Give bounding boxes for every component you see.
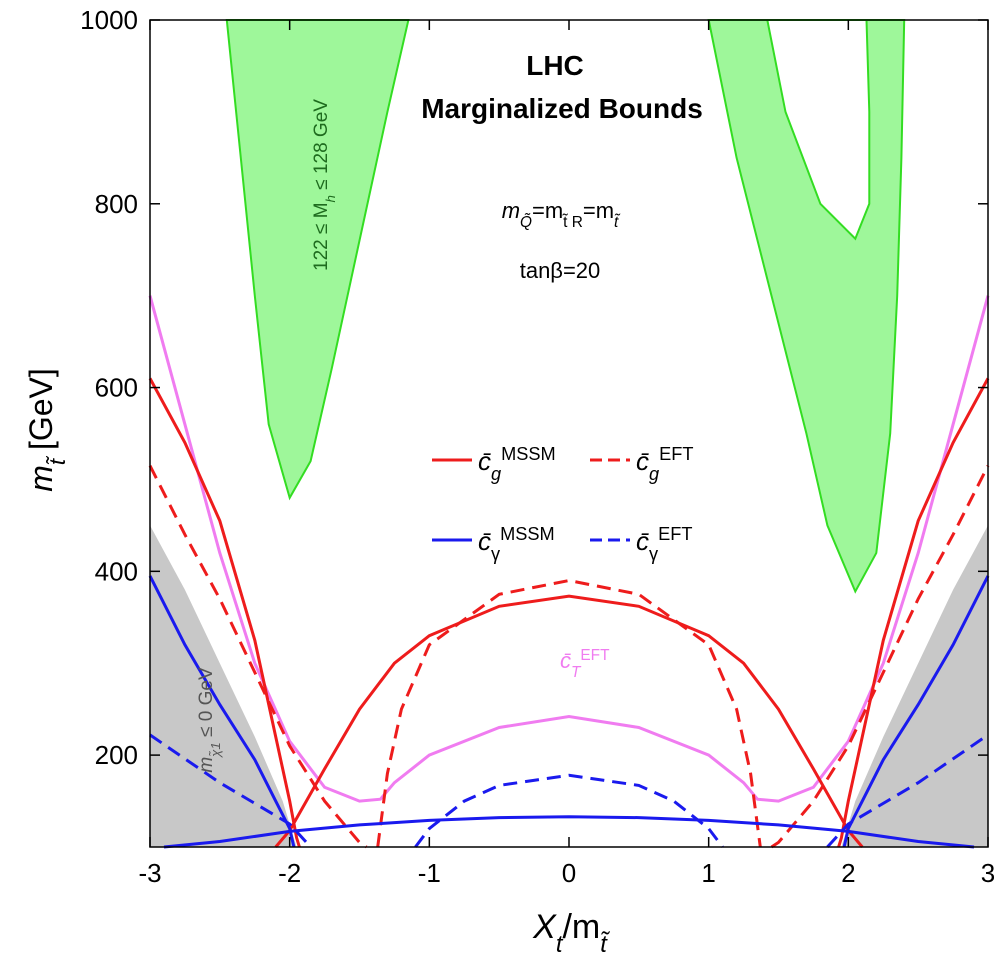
x-tick-label: 0 (562, 858, 576, 888)
y-tick-label: 400 (95, 556, 138, 586)
chart-title: LHC (526, 50, 584, 81)
x-tick-label: -3 (138, 858, 161, 888)
curves (148, 295, 990, 849)
y-axis-label: mt̃ [GeV] (23, 368, 70, 492)
text-part: T (571, 664, 582, 681)
curve (148, 575, 990, 849)
annotation: 122 ≤ Mh ≤ 128 GeV (311, 99, 338, 271)
x-tick-label: 2 (841, 858, 855, 888)
text-part: =m (532, 198, 563, 223)
annotation: mχ̃1 ≤ 0 GeV (196, 667, 223, 773)
text-part: c̄ (636, 526, 649, 556)
text-part: EFT (659, 444, 693, 464)
x-tick-label: -1 (418, 858, 441, 888)
text-part: 122 ≤ M (311, 202, 332, 271)
text-part: tanβ=20 (520, 258, 601, 283)
text-part: t̃ (600, 931, 610, 958)
text-part: Q̃ (520, 214, 532, 231)
text-part: EFT (580, 647, 610, 664)
legend-label: c̄γEFT (636, 524, 692, 564)
y-tick-label: 800 (95, 189, 138, 219)
text-part: χ̃1 (208, 742, 223, 758)
y-tick-label: 200 (95, 740, 138, 770)
text-part: MSSM (501, 444, 556, 464)
text-part: g (491, 464, 501, 484)
text-part: /m (562, 908, 600, 946)
curve (149, 733, 989, 849)
text-part: MSSM (500, 524, 555, 544)
region (841, 525, 988, 847)
text-part: ≤ 128 GeV (311, 99, 332, 195)
curve-label: c̄TEFT (560, 647, 610, 681)
y-tick-label: 600 (95, 373, 138, 403)
text-part: c̄ (560, 648, 572, 673)
x-tick-label: 1 (701, 858, 715, 888)
text-part: [GeV] (23, 368, 59, 459)
region (225, 19, 410, 501)
text-part: EFT (658, 524, 692, 544)
text-part: t (556, 931, 564, 958)
curve (148, 295, 990, 803)
regions (150, 19, 988, 847)
text-part: γ (649, 544, 659, 564)
text-part: m (502, 198, 520, 223)
legend-label: c̄gMSSM (478, 444, 556, 484)
text-part: γ (491, 544, 501, 564)
text-part: h (323, 195, 338, 202)
text-part: c̄ (478, 446, 491, 476)
text-part: t̃ R (562, 213, 583, 230)
curve (148, 465, 990, 849)
text-part: g (649, 464, 659, 484)
annotation: mQ̃=mt̃ R=mt̃ (502, 198, 621, 231)
text-part: t̃ (45, 456, 70, 466)
text-part: c̄ (636, 446, 649, 476)
legend-label: c̄gEFT (636, 444, 693, 484)
chart-subtitle: Marginalized Bounds (421, 93, 703, 124)
x-tick-label: 3 (981, 858, 994, 888)
text-part: t̃ (614, 214, 621, 231)
text-part: m (196, 757, 217, 773)
region (707, 19, 906, 594)
x-tick-label: -2 (278, 858, 301, 888)
y-tick-label: 1000 (80, 5, 138, 35)
text-part: m (23, 465, 59, 492)
text-part: X (532, 908, 557, 946)
legend-label: c̄γMSSM (478, 524, 555, 564)
text-part: c̄ (478, 526, 491, 556)
text-part: =m (583, 198, 614, 223)
x-axis-label: Xt/mt̃ (532, 908, 610, 958)
annotation: tanβ=20 (520, 258, 601, 283)
text-part: ≤ 0 GeV (196, 667, 217, 742)
